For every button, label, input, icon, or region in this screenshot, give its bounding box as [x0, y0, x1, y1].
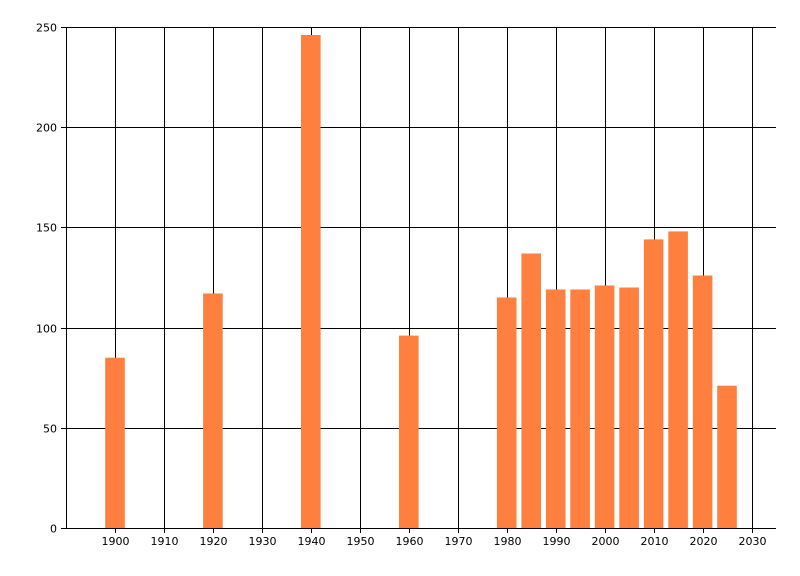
x-tick-label: 1970 — [445, 535, 473, 548]
tick-labels: 1900 1910 1920 1930 1940 1950 1960 1970 1980 1990… — [36, 22, 767, 549]
x-tick-label: 1960 — [396, 535, 424, 548]
bar[interactable] — [570, 289, 590, 529]
x-tick-label: 1900 — [102, 535, 130, 548]
bar[interactable] — [594, 285, 615, 529]
x-tick-label: 1920 — [200, 535, 228, 548]
x-tick-label: 2010 — [641, 535, 669, 548]
bar[interactable] — [668, 231, 688, 528]
bar[interactable] — [692, 275, 713, 529]
bar[interactable] — [203, 293, 223, 529]
bar[interactable] — [521, 253, 541, 529]
y-tick-label: 150 — [36, 222, 57, 235]
bar[interactable] — [496, 297, 517, 529]
bar[interactable] — [643, 239, 664, 528]
axes — [61, 27, 776, 533]
x-tick-label: 2020 — [690, 535, 718, 548]
x-tick-label: 1930 — [249, 535, 277, 548]
y-tick-label: 100 — [36, 323, 57, 336]
x-tick-label: 2030 — [739, 535, 767, 548]
x-tick-label: 2000 — [592, 535, 620, 548]
bar[interactable] — [545, 289, 566, 529]
bar[interactable] — [301, 35, 321, 528]
bar[interactable] — [717, 385, 737, 528]
x-tick-label: 1990 — [543, 535, 571, 548]
y-tick-label: 200 — [36, 122, 57, 135]
y-tick-label: 0 — [50, 523, 57, 536]
y-tick-label: 250 — [36, 22, 57, 35]
x-tick-label: 1910 — [151, 535, 179, 548]
bar[interactable] — [399, 335, 419, 528]
x-tick-label: 1950 — [347, 535, 375, 548]
x-tick-label: 1980 — [494, 535, 522, 548]
bars — [105, 35, 737, 528]
x-tick-label: 1940 — [298, 535, 326, 548]
bar[interactable] — [105, 357, 125, 528]
bar[interactable] — [619, 287, 639, 529]
y-tick-label: 50 — [43, 423, 57, 436]
